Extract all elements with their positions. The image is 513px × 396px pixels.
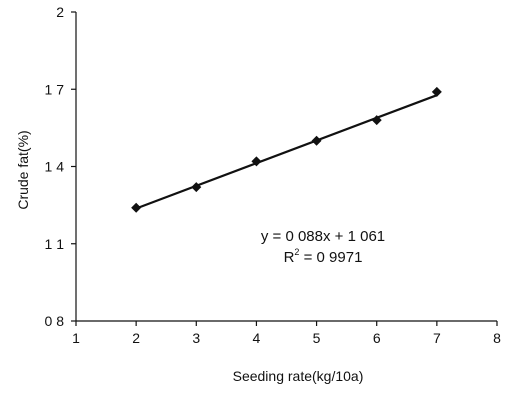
x-tick-label: 1 <box>72 330 80 346</box>
x-tick-label: 8 <box>493 330 501 346</box>
y-tick-label: 1 4 <box>45 159 65 175</box>
data-point <box>251 156 262 167</box>
tick-labels: 0 8 1 1 1 4 1 7 2 1 2 3 4 5 6 7 8 <box>45 4 502 346</box>
data-point <box>131 202 142 213</box>
data-points <box>131 86 442 213</box>
x-axis-label: Seeding rate(kg/10a) <box>233 368 364 384</box>
y-tick-label: 1 7 <box>45 81 65 97</box>
data-point <box>311 135 322 146</box>
y-axis-label: Crude fat(%) <box>15 130 31 209</box>
r-squared-prefix: R <box>284 249 295 266</box>
trendline-layer <box>135 94 438 210</box>
r-squared: R2 = 0 9971 <box>284 247 363 266</box>
regression-equation: y = 0 088x + 1 061 <box>261 228 385 245</box>
x-tick-label: 3 <box>192 330 200 346</box>
data-point <box>371 115 382 126</box>
x-tick-label: 2 <box>132 330 140 346</box>
y-tick-label: 2 <box>56 4 64 20</box>
x-tick-label: 6 <box>373 330 381 346</box>
y-tick-label: 1 1 <box>45 236 65 252</box>
r-squared-value: = 0 9971 <box>299 249 362 266</box>
data-point <box>191 182 202 193</box>
r-squared-superscript: 2 <box>294 247 299 257</box>
axes <box>71 11 498 326</box>
regression-line <box>135 94 438 210</box>
y-tick-label: 0 8 <box>45 313 65 329</box>
x-tick-label: 5 <box>313 330 321 346</box>
x-tick-label: 7 <box>433 330 441 346</box>
x-tick-label: 4 <box>253 330 261 346</box>
data-point <box>431 86 442 97</box>
